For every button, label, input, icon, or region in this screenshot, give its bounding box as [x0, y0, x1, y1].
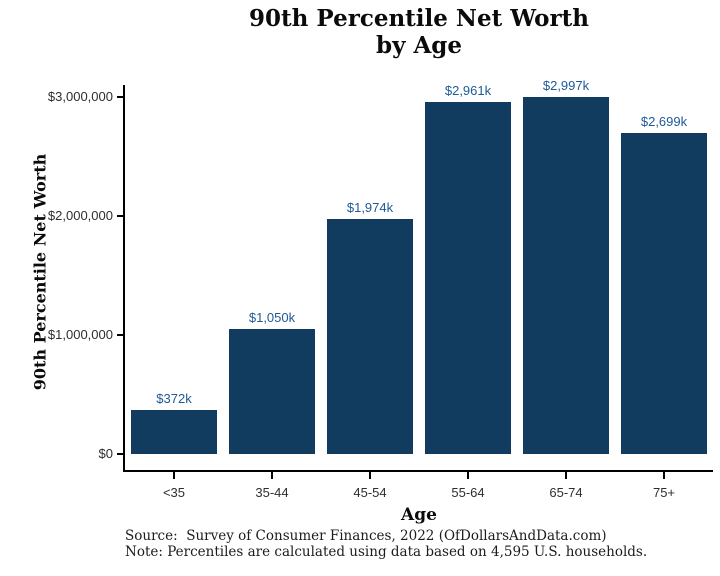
x-tick-mark	[369, 472, 371, 479]
bar-value-label: $372k	[156, 390, 192, 406]
chart-footer: Source: Survey of Consumer Finances, 202…	[125, 528, 685, 560]
y-axis-title: 90th Percentile Net Worth	[30, 153, 50, 391]
plot-area: $0 $1,000,000 $2,000,000 $3,000,000 $372k <35…	[48, 78, 713, 500]
y-tick-label: $2,000,000	[47, 208, 113, 223]
x-tick-label: <35	[162, 485, 186, 500]
chart-title-line1: 90th Percentile Net Worth	[249, 5, 589, 32]
source-line: Source: Survey of Consumer Finances, 202…	[125, 528, 607, 544]
x-tick-label: 55-64	[451, 485, 485, 500]
bar-35-44	[229, 329, 315, 454]
y-tick-label: $1,000,000	[47, 327, 113, 342]
x-tick-mark	[173, 472, 175, 479]
chart-title: 90th Percentile Net Worth by Age	[125, 5, 713, 59]
x-axis-title: Age	[401, 505, 437, 525]
x-tick-mark	[565, 472, 567, 479]
bar-75+	[621, 132, 707, 454]
x-tick-label: 65-74	[549, 485, 583, 500]
x-tick-label: 45-54	[353, 485, 387, 500]
bar-55-64	[425, 101, 511, 454]
bar-65-74	[523, 97, 609, 454]
bar-value-label: $1,974k	[346, 200, 394, 216]
x-tick-label: 35-44	[255, 485, 289, 500]
bar-value-label: $2,997k	[542, 78, 590, 94]
bar-value-label: $1,050k	[248, 310, 296, 326]
x-tick-mark	[271, 472, 273, 479]
chart-title-line2: by Age	[375, 32, 462, 59]
bar-value-label: $2,961k	[444, 82, 492, 98]
y-tick-label: $0	[98, 446, 113, 461]
bar-<35	[131, 409, 217, 454]
y-tick-mark	[117, 334, 125, 336]
bar-value-label: $2,699k	[640, 113, 688, 129]
y-tick-mark	[117, 96, 125, 98]
x-tick-mark	[467, 472, 469, 479]
y-tick-label: $3,000,000	[47, 89, 113, 104]
x-tick-label: 75+	[652, 485, 676, 500]
x-tick-mark	[663, 472, 665, 479]
y-tick-mark	[117, 453, 125, 455]
bar-45-54	[327, 219, 413, 454]
note-line: Note: Percentiles are calculated using d…	[125, 543, 648, 560]
y-tick-mark	[117, 215, 125, 217]
